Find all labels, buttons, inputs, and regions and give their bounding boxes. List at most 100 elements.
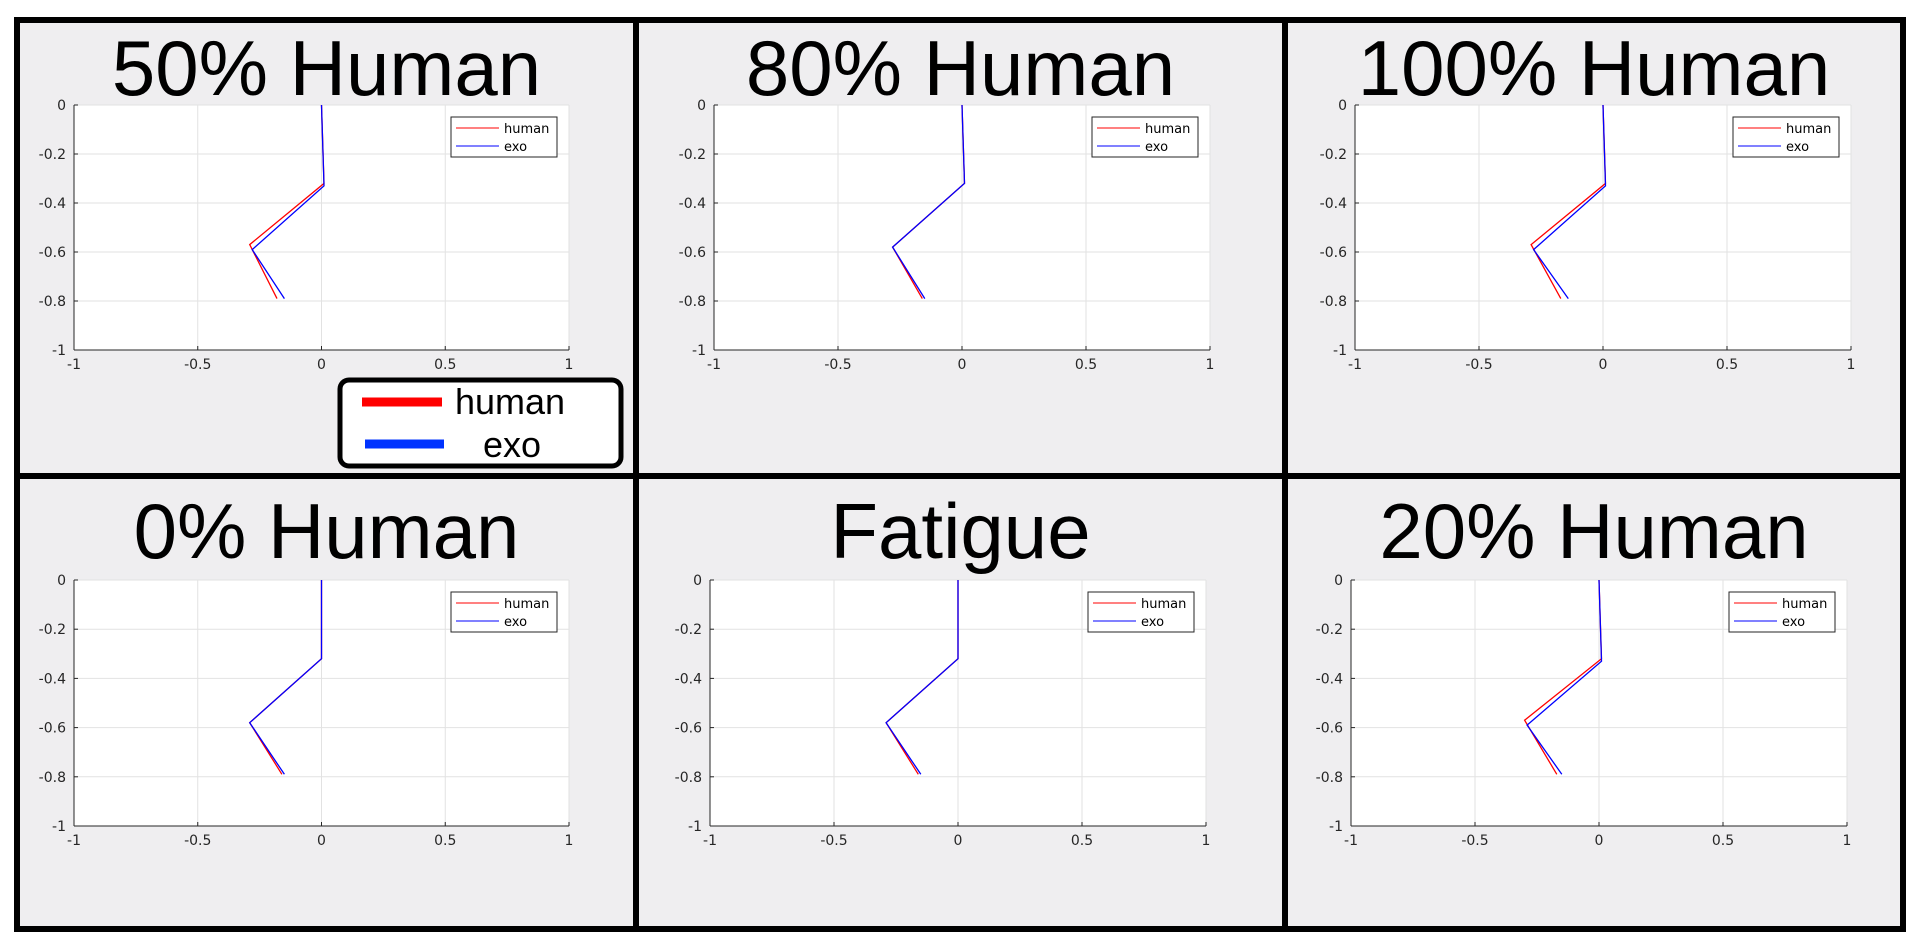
subplot-legend-exo-label: exo (1145, 140, 1168, 155)
y-tick-label: -1 (688, 819, 702, 835)
y-tick-label: -1 (1333, 343, 1347, 359)
x-tick-label: -1 (67, 833, 81, 849)
x-tick-label: 0.5 (434, 833, 456, 849)
y-tick-label: -0.6 (39, 721, 66, 737)
x-tick-label: -0.5 (1461, 833, 1488, 849)
y-tick-label: -1 (692, 343, 706, 359)
subplot-4: 0% Human -1 -0.5 0 0.5 1 0 -0.2 -0.4 -0.6 -0.8 -1 hu… (39, 487, 574, 849)
subplot-legend: human exo (450, 116, 558, 158)
y-tick-label: -0.4 (39, 671, 66, 687)
y-tick-label: -1 (52, 343, 66, 359)
x-tick-label: -1 (67, 357, 81, 373)
y-tick-label: -0.2 (679, 147, 706, 163)
x-tick-label: -0.5 (824, 357, 851, 373)
subplot-legend-exo-label: exo (504, 140, 527, 155)
subplot-legend-box (1091, 116, 1199, 158)
subplot-legend-human-label: human (1782, 597, 1827, 612)
subplot-6: 20% Human -1 -0.5 0 0.5 1 0 -0.2 -0.4 -0.6 -0.8 -1 h… (1316, 487, 1852, 849)
y-tick-label: -0.4 (675, 671, 702, 687)
y-tick-label: 0 (697, 98, 706, 114)
shared-legend: human exo (337, 377, 624, 469)
y-tick-label: -0.4 (39, 196, 66, 212)
y-tick-label: -0.2 (1316, 622, 1343, 638)
y-tick-label: -0.2 (1320, 147, 1347, 163)
subplot-legend-exo-label: exo (1786, 140, 1809, 155)
y-tick-label: -0.4 (1320, 196, 1347, 212)
x-tick-label: 0.5 (434, 357, 456, 373)
subplot-title: 80% Human (746, 24, 1175, 112)
series-line-exo (885, 580, 959, 775)
subplot-legend-box (450, 116, 558, 158)
series-line-exo (248, 580, 323, 775)
y-tick-label: 0 (1334, 573, 1343, 589)
y-tick-label: -0.8 (679, 294, 706, 310)
y-tick-label: -0.8 (675, 770, 702, 786)
y-tick-label: 0 (1338, 98, 1347, 114)
subplot-legend-box (1732, 116, 1840, 158)
subplot-legend-human-label: human (1786, 122, 1831, 137)
y-tick-label: -0.4 (679, 196, 706, 212)
subplot-title: 50% Human (112, 24, 541, 112)
y-tick-label: 0 (57, 98, 66, 114)
subplot-legend-human-label: human (1145, 122, 1190, 137)
shared-legend-exo-label: exo (483, 424, 541, 465)
x-tick-label: 0.5 (1716, 357, 1738, 373)
subplot-legend-exo-label: exo (1782, 615, 1805, 630)
subplot-legend-human-label: human (1141, 597, 1186, 612)
x-tick-label: -1 (707, 357, 721, 373)
y-tick-label: -1 (1329, 819, 1343, 835)
subplot-legend-box (1728, 591, 1836, 633)
subplot-title: 0% Human (134, 487, 520, 575)
subplot-3: 100% Human -1 -0.5 0 0.5 1 0 -0.2 -0.4 -0.6 -0.8 -1… (1320, 24, 1856, 373)
y-tick-label: -0.2 (39, 147, 66, 163)
x-tick-label: 0.5 (1075, 357, 1097, 373)
x-tick-label: 1 (1202, 833, 1211, 849)
subplot-legend: human exo (1728, 591, 1836, 633)
subplot-legend-box (1087, 591, 1195, 633)
shared-legend-human-label: human (455, 381, 565, 422)
x-tick-label: 1 (1206, 357, 1215, 373)
y-tick-label: -0.6 (679, 245, 706, 261)
y-tick-label: -0.2 (675, 622, 702, 638)
x-tick-label: 1 (1847, 357, 1856, 373)
subplot-legend: human exo (450, 591, 558, 633)
y-tick-label: -0.8 (39, 294, 66, 310)
x-tick-label: 0 (1599, 357, 1608, 373)
x-tick-label: -0.5 (820, 833, 847, 849)
series-line-exo (891, 104, 966, 299)
x-tick-label: -0.5 (1465, 357, 1492, 373)
subplot-title: 20% Human (1379, 487, 1808, 575)
x-tick-label: 0 (958, 357, 967, 373)
subplot-5: Fatigue -1 -0.5 0 0.5 1 0 -0.2 -0.4 -0.6 -0.8 -1 hum… (675, 487, 1211, 849)
series-line-exo (1526, 579, 1603, 775)
subplot-legend: human exo (1087, 591, 1195, 633)
y-tick-label: 0 (57, 573, 66, 589)
subplot-legend-exo-label: exo (1141, 615, 1164, 630)
x-tick-label: 1 (565, 833, 574, 849)
subplot-legend-exo-label: exo (504, 615, 527, 630)
y-tick-label: -0.6 (39, 245, 66, 261)
y-tick-label: -0.6 (1320, 245, 1347, 261)
x-tick-label: 0 (1595, 833, 1604, 849)
x-tick-label: 1 (1843, 833, 1852, 849)
y-tick-label: -0.6 (675, 721, 702, 737)
y-tick-label: -0.6 (1316, 721, 1343, 737)
x-tick-label: -1 (1344, 833, 1358, 849)
y-tick-label: 0 (693, 573, 702, 589)
x-tick-label: 0.5 (1712, 833, 1734, 849)
y-tick-label: -1 (52, 819, 66, 835)
x-tick-label: 0 (317, 357, 326, 373)
x-tick-label: -0.5 (184, 357, 211, 373)
subplot-2: 80% Human -1 -0.5 0 0.5 1 0 -0.2 -0.4 -0.6 -0.8 -1 h… (679, 24, 1215, 373)
subplot-title: 100% Human (1358, 24, 1831, 112)
x-tick-label: -0.5 (184, 833, 211, 849)
subplot-1: 50% Human -1 -0.5 0 0.5 1 0 -0.2 -0.4 -0.6 -0.8 -1 h… (39, 24, 574, 373)
x-tick-label: 1 (565, 357, 574, 373)
series-line-exo (1532, 104, 1607, 299)
subplot-legend: human exo (1732, 116, 1840, 158)
y-tick-label: -0.8 (1320, 294, 1347, 310)
subplot-legend: human exo (1091, 116, 1199, 158)
x-tick-label: -1 (703, 833, 717, 849)
y-tick-label: -0.4 (1316, 671, 1343, 687)
subplot-legend-human-label: human (504, 597, 549, 612)
